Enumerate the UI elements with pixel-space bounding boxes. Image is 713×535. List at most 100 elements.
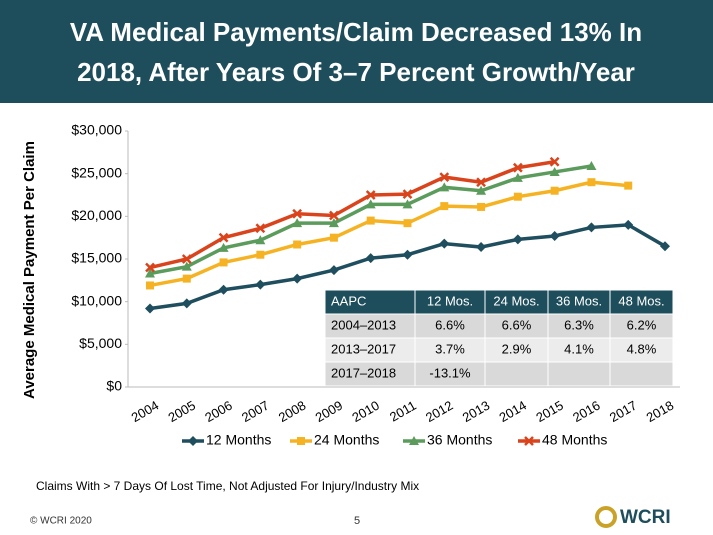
table-cell: 24 Mos. — [493, 293, 539, 308]
table-cell-bg — [547, 337, 611, 363]
marker — [219, 258, 228, 267]
marker — [439, 172, 450, 182]
marker — [623, 219, 634, 230]
marker — [145, 262, 155, 273]
marker — [586, 222, 597, 233]
y-tick-label: $20,000 — [71, 207, 122, 223]
footnote: Claims With > 7 Days Of Lost Time, Not A… — [36, 479, 419, 493]
y-tick-label: $0 — [106, 378, 122, 394]
title-banner — [0, 0, 713, 103]
table-cell-bg — [609, 313, 674, 339]
marker — [403, 219, 412, 228]
marker — [365, 190, 376, 200]
table-cell-bg — [609, 361, 674, 387]
y-tick-label: $15,000 — [71, 250, 122, 266]
legend-label: 36 Months — [427, 432, 492, 448]
marker — [328, 265, 339, 276]
marker — [512, 234, 523, 245]
series-line — [149, 159, 555, 270]
table-cell-bg — [484, 337, 549, 363]
marker — [293, 240, 302, 249]
marker — [512, 172, 523, 182]
marker — [292, 273, 303, 284]
marker — [218, 242, 229, 252]
y-tick-label: $10,000 — [71, 292, 122, 308]
legend-label: 12 Months — [206, 432, 271, 448]
table-cell: 36 Mos. — [556, 293, 602, 308]
y-tick-label: $30,000 — [71, 122, 122, 138]
marker — [145, 303, 155, 314]
marker — [256, 250, 265, 259]
marker — [402, 249, 413, 260]
marker — [513, 192, 522, 201]
marker — [218, 232, 229, 243]
legend-marker — [297, 437, 305, 445]
y-axis-label: Average Medical Payment Per Claim — [21, 141, 38, 399]
table-cell: 6.6% — [435, 317, 465, 332]
marker — [477, 202, 486, 211]
table-cell: 4.1% — [564, 341, 594, 356]
marker — [181, 298, 192, 309]
title-line: VA Medical Payments/Claim Decreased 13% … — [70, 17, 642, 47]
logo-icon — [595, 506, 617, 528]
table-cell: 6.3% — [564, 317, 594, 332]
marker — [181, 261, 192, 271]
marker — [145, 268, 155, 278]
logo-text: WCRI — [620, 507, 671, 528]
table-cell: 2017–2018 — [331, 365, 396, 380]
table-cell: AAPC — [331, 293, 366, 308]
marker — [624, 181, 633, 190]
table-cell: 48 Mos. — [618, 293, 664, 308]
marker — [329, 210, 339, 221]
table-cell-bg — [324, 361, 416, 387]
legend-label: 24 Months — [314, 432, 379, 448]
table-cell-bg — [484, 361, 549, 387]
marker — [476, 242, 487, 253]
table-cell: 3.7% — [435, 341, 465, 356]
table-cell-bg — [547, 313, 611, 339]
table-cell: -13.1% — [429, 365, 471, 380]
legend-marker — [188, 436, 198, 446]
marker — [255, 279, 266, 290]
marker — [218, 284, 229, 295]
table-cell-bg — [609, 337, 674, 363]
title-line: 2018, After Years Of 3–7 Percent Growth/… — [77, 57, 635, 87]
table-cell: 2.9% — [502, 341, 532, 356]
marker — [329, 233, 338, 242]
table-cell-bg — [324, 337, 416, 363]
table-cell-bg — [547, 361, 611, 387]
copyright: © WCRI 2020 — [30, 516, 92, 527]
marker — [512, 162, 523, 173]
marker — [586, 160, 597, 170]
series-line — [149, 180, 629, 288]
table-header-cell — [324, 289, 416, 315]
y-tick-label: $5,000 — [79, 335, 122, 351]
marker — [182, 274, 191, 283]
marker — [402, 199, 413, 209]
marker — [549, 156, 560, 167]
marker — [255, 235, 266, 245]
page-number: 5 — [354, 515, 360, 527]
marker — [440, 202, 449, 211]
table-cell: 6.6% — [502, 317, 532, 332]
table-cell: 2013–2017 — [331, 341, 396, 356]
marker — [476, 177, 486, 188]
legend-marker — [524, 436, 534, 446]
marker — [366, 216, 375, 225]
table-cell: 6.2% — [627, 317, 657, 332]
table-cell: 2004–2013 — [331, 317, 396, 332]
marker — [255, 223, 266, 234]
marker — [476, 185, 487, 195]
marker — [292, 218, 303, 228]
marker — [550, 186, 559, 195]
marker — [660, 241, 670, 252]
marker — [181, 254, 192, 264]
table-cell-bg — [484, 313, 549, 339]
table-cell: 4.8% — [627, 341, 657, 356]
legend-label: 48 Months — [542, 432, 607, 448]
marker — [587, 178, 596, 187]
marker — [328, 218, 339, 228]
marker — [549, 230, 560, 241]
marker — [365, 199, 376, 209]
